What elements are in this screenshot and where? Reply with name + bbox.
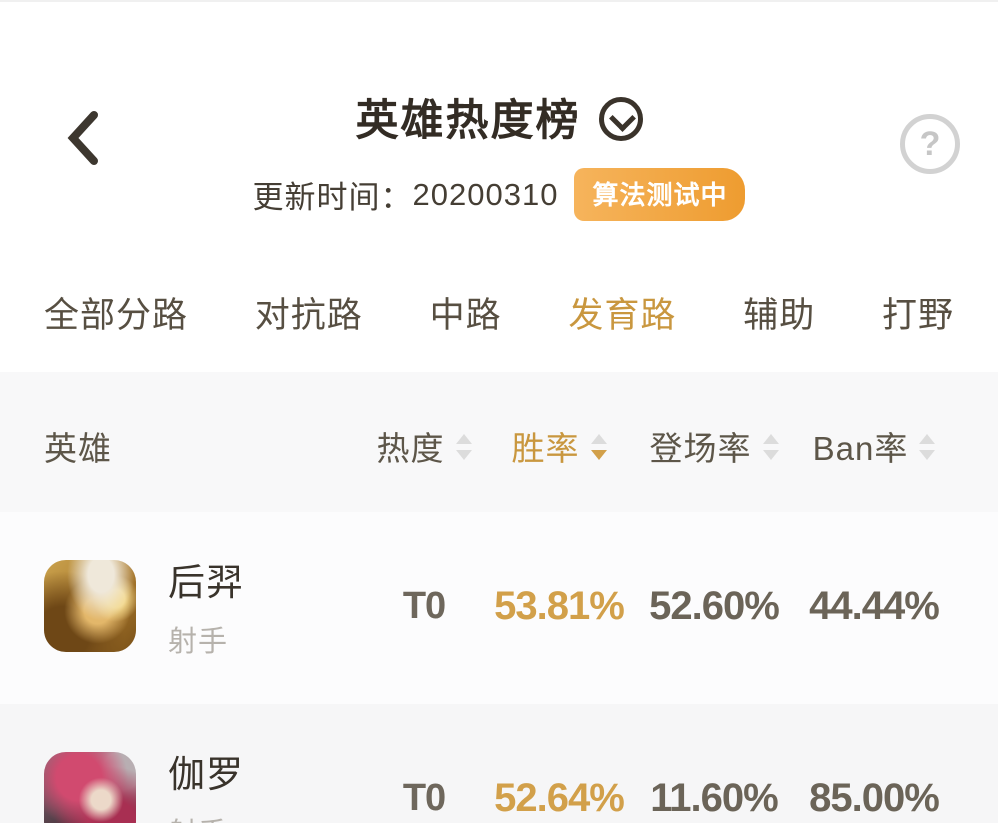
ban-rate-cell: 44.44% xyxy=(794,584,954,629)
algorithm-testing-badge: 算法测试中 xyxy=(574,168,746,221)
column-win-rate-label: 胜率 xyxy=(511,430,580,467)
page-title: 英雄热度榜 xyxy=(355,97,581,145)
hero-name: 后羿 xyxy=(168,562,244,603)
pick-rate-cell: 52.60% xyxy=(634,584,794,629)
column-win-rate[interactable]: 胜率 xyxy=(484,422,634,470)
title-row: 英雄热度榜 xyxy=(0,86,998,148)
table-row[interactable]: 后羿 射手 T0 53.81% 52.60% 44.44% xyxy=(0,512,998,704)
pick-rate-value: 11.60% xyxy=(650,775,778,820)
sort-desc-icon-active xyxy=(590,450,607,460)
sort-asc-icon xyxy=(590,434,607,444)
ban-rate-cell: 85.00% xyxy=(794,776,954,821)
hero-role: 射手 xyxy=(168,810,244,823)
table-row[interactable]: 伽罗 射手 T0 52.64% 11.60% 85.00% xyxy=(0,704,998,823)
hero-cell: 后羿 射手 xyxy=(44,552,364,660)
update-time-value: 20200310 xyxy=(412,176,559,212)
page-header: ? 英雄热度榜 更新时间： 20200310 算法测试中 xyxy=(0,2,998,221)
hero-avatar xyxy=(44,560,136,652)
sort-icons-heat xyxy=(455,434,472,460)
help-button[interactable]: ? xyxy=(900,114,960,174)
hero-meta: 伽罗 射手 xyxy=(168,744,244,823)
lane-tabs: 全部分路 对抗路 中路 发育路 辅助 打野 xyxy=(0,287,998,338)
hero-cell: 伽罗 射手 xyxy=(44,744,364,823)
heat-cell: T0 xyxy=(364,777,484,820)
hero-meta: 后羿 射手 xyxy=(168,552,244,660)
tier-value: T0 xyxy=(402,584,446,627)
sort-asc-icon xyxy=(455,434,472,444)
back-button[interactable] xyxy=(58,108,108,168)
tier-value: T0 xyxy=(402,776,446,819)
tab-clash-lane[interactable]: 对抗路 xyxy=(254,296,363,335)
win-rate-value: 52.64% xyxy=(494,775,625,820)
tab-support[interactable]: 辅助 xyxy=(743,296,816,335)
sort-asc-icon xyxy=(919,434,936,444)
update-time-label: 更新时间： xyxy=(252,180,413,215)
help-icon: ? xyxy=(919,124,941,163)
column-pick-rate[interactable]: 登场率 xyxy=(634,422,794,470)
table-header: 英雄 热度 胜率 登场率 xyxy=(0,372,998,512)
column-ban-rate[interactable]: Ban率 xyxy=(794,422,954,470)
sort-icons-ban-rate xyxy=(919,434,936,460)
column-ban-rate-label: Ban率 xyxy=(812,430,909,467)
column-heat[interactable]: 热度 xyxy=(364,422,484,470)
pick-rate-cell: 11.60% xyxy=(634,776,794,821)
sort-icons-win-rate xyxy=(590,434,607,460)
hero-avatar xyxy=(44,752,136,823)
tab-mid-lane[interactable]: 中路 xyxy=(429,296,502,335)
heat-cell: T0 xyxy=(364,585,484,628)
pick-rate-value: 52.60% xyxy=(649,583,780,628)
win-rate-value: 53.81% xyxy=(494,583,625,628)
sort-desc-icon xyxy=(919,450,936,460)
tab-jungle[interactable]: 打野 xyxy=(881,296,954,335)
sort-desc-icon xyxy=(762,450,779,460)
column-hero: 英雄 xyxy=(44,430,112,467)
chevron-down-circle-icon[interactable] xyxy=(598,97,643,141)
column-heat-label: 热度 xyxy=(376,430,445,467)
column-pick-rate-label: 登场率 xyxy=(649,430,752,467)
ranking-table: 英雄 热度 胜率 登场率 xyxy=(0,372,998,823)
ban-rate-value: 85.00% xyxy=(809,775,940,820)
back-chevron-icon xyxy=(67,111,98,165)
win-rate-cell: 53.81% xyxy=(484,584,634,629)
ban-rate-value: 44.44% xyxy=(809,583,940,628)
sort-icons-pick-rate xyxy=(762,434,779,460)
sort-desc-icon xyxy=(455,450,472,460)
win-rate-cell: 52.64% xyxy=(484,776,634,821)
tab-farm-lane[interactable]: 发育路 xyxy=(568,296,677,335)
tab-all-lanes[interactable]: 全部分路 xyxy=(44,296,189,335)
hero-role: 射手 xyxy=(168,626,229,658)
sort-asc-icon xyxy=(762,434,779,444)
hero-name: 伽罗 xyxy=(168,754,244,795)
update-row: 更新时间： 20200310 算法测试中 xyxy=(0,168,998,221)
